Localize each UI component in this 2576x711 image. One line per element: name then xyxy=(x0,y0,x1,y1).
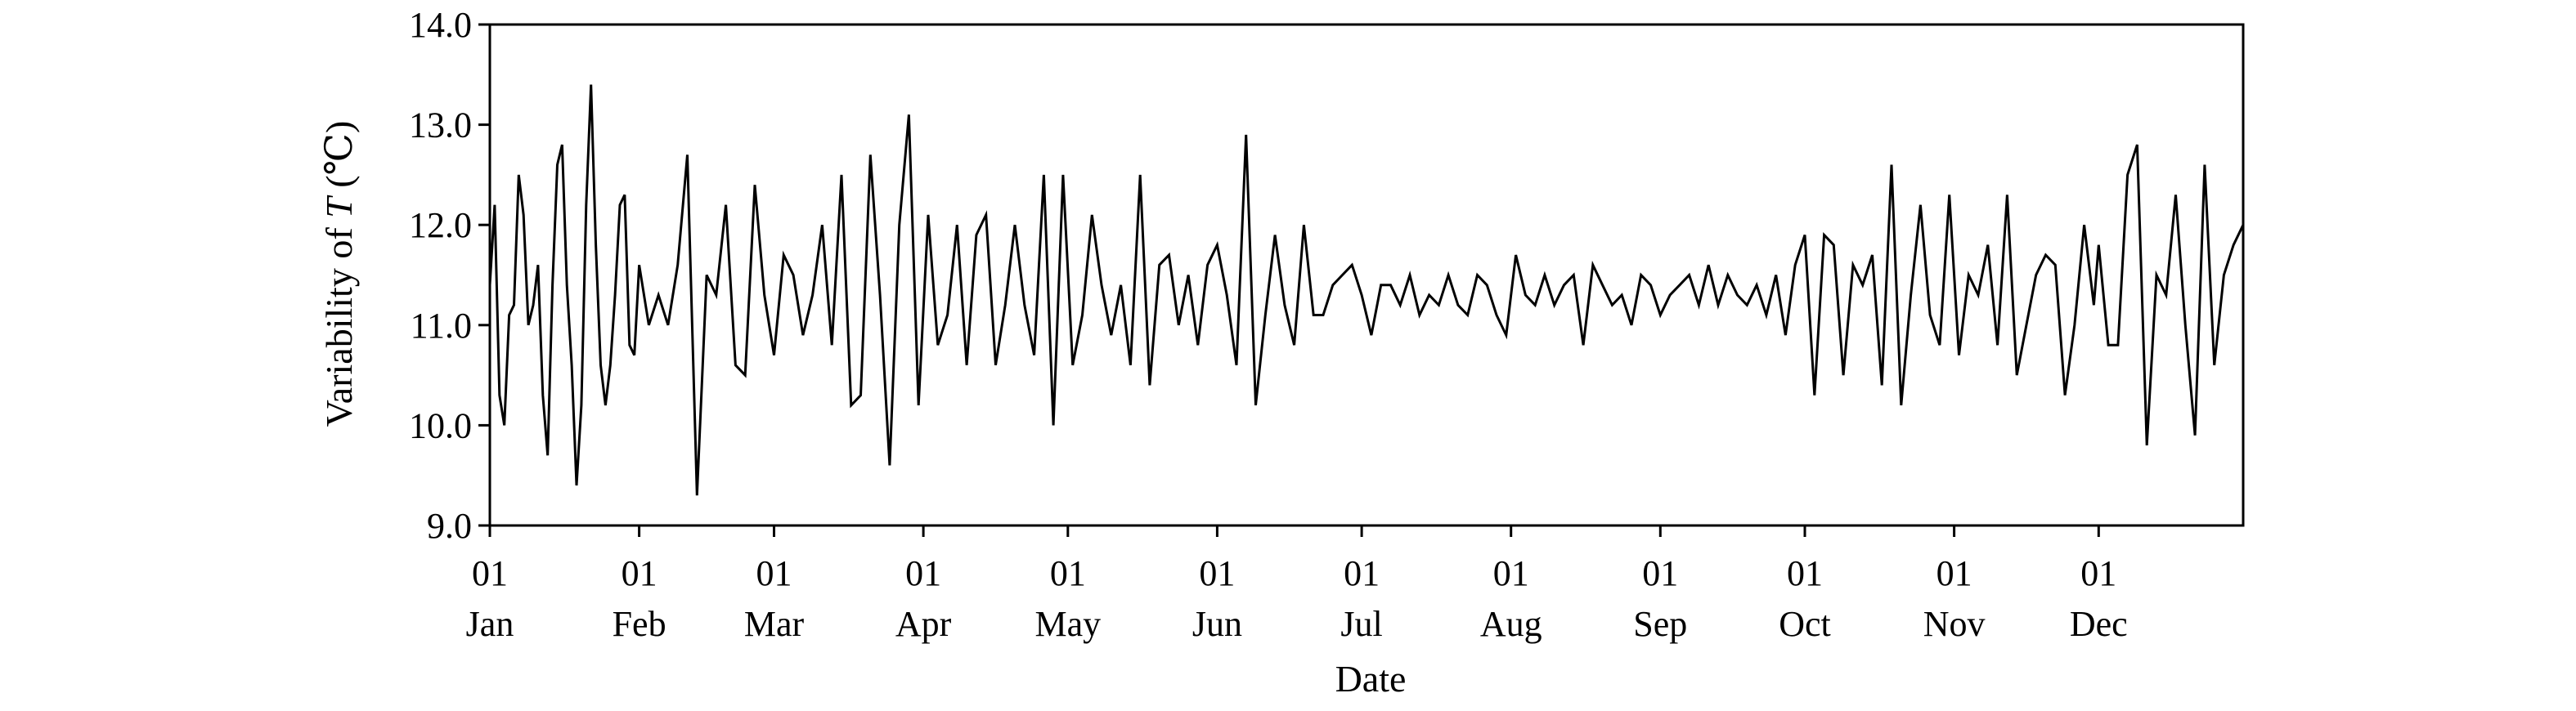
y-tick-label: 10.0 xyxy=(409,405,472,445)
x-tick-label-month: Sep xyxy=(1633,604,1687,644)
x-tick-label-month: Feb xyxy=(613,604,666,644)
x-tick-label-day: 01 xyxy=(1936,553,1972,593)
x-tick-label-month: Nov xyxy=(1923,604,1986,644)
series-layer xyxy=(488,84,2245,496)
x-tick-label-day: 01 xyxy=(1642,553,1678,593)
y-axis-title: Variability of T (℃) xyxy=(318,121,360,427)
plot-border xyxy=(488,23,2245,527)
x-tick-label-month: Jan xyxy=(466,604,514,644)
x-tick-label-day: 01 xyxy=(905,553,941,593)
x-tick-label-month: Jul xyxy=(1340,604,1382,644)
y-tick-label: 12.0 xyxy=(409,205,472,245)
y-axis-title-prefix: Variability of xyxy=(318,218,360,427)
x-tick-label-month: Mar xyxy=(744,604,805,644)
x-tick-label-month: Oct xyxy=(1779,604,1831,644)
y-axis-title-unit: (℃) xyxy=(318,121,360,198)
x-tick-label-day: 01 xyxy=(1787,553,1823,593)
series-line xyxy=(488,84,2245,496)
y-axis: 9.0 10.0 11.0 12.0 13.0 14.0 xyxy=(409,5,490,546)
x-tick-label-month: May xyxy=(1034,604,1101,644)
x-tick-label-day: 01 xyxy=(472,553,508,593)
x-axis-title: Date xyxy=(1335,658,1407,700)
x-tick-label-day: 01 xyxy=(756,553,792,593)
x-tick-label-day: 01 xyxy=(1344,553,1380,593)
x-tick-label-day: 01 xyxy=(1050,553,1086,593)
y-tick-label: 13.0 xyxy=(409,105,472,145)
x-tick-label-day: 01 xyxy=(2080,553,2116,593)
x-tick-label-month: Aug xyxy=(1480,604,1542,644)
x-tick-label-day: 01 xyxy=(1199,553,1235,593)
x-tick-label-month: Apr xyxy=(895,604,952,644)
y-axis-title-variable: T xyxy=(318,195,360,218)
x-tick-label-day: 01 xyxy=(622,553,657,593)
x-tick-label-day: 01 xyxy=(1493,553,1529,593)
x-tick-label-month: Jun xyxy=(1192,604,1242,644)
x-axis: 01 Jan 01 Feb 01 Mar 01 Apr 01 May 01 Jun 01 Jul 01 Aug… xyxy=(466,525,2128,644)
y-tick-label: 14.0 xyxy=(409,5,472,45)
y-tick-label: 11.0 xyxy=(411,306,472,346)
plot-frame xyxy=(488,23,2245,527)
y-tick-label: 9.0 xyxy=(427,506,472,546)
x-tick-label-month: Dec xyxy=(2070,604,2128,644)
